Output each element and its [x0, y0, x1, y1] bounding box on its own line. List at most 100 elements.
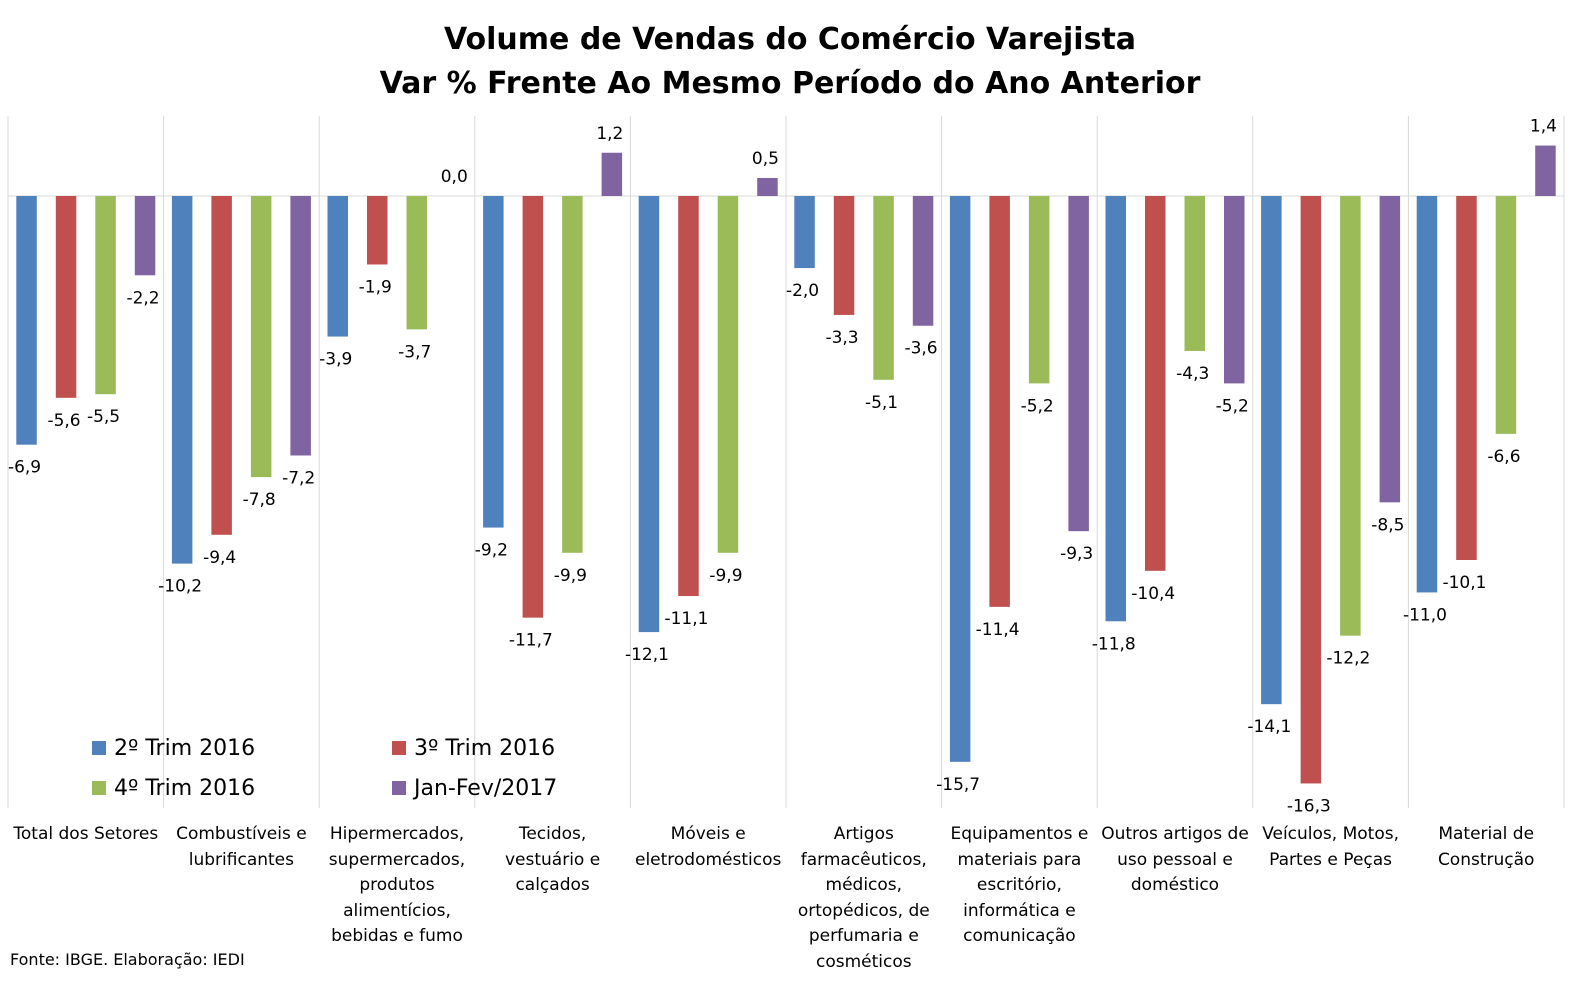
bar	[1105, 196, 1126, 622]
data-label: -2,0	[786, 281, 819, 301]
bar	[1379, 196, 1401, 503]
data-label: -11,7	[509, 631, 553, 651]
data-label: -12,2	[1326, 649, 1370, 669]
data-label: -9,9	[709, 566, 742, 586]
data-label: -11,1	[664, 609, 708, 629]
legend-label: 3º Trim 2016	[414, 735, 556, 761]
category-label: Veículos, Motos, Partes e Peças	[1262, 824, 1399, 870]
data-label: -4,3	[1176, 364, 1209, 384]
bar	[601, 152, 623, 196]
bar	[1028, 196, 1050, 384]
legend-swatch	[392, 781, 406, 795]
bar	[873, 196, 894, 380]
bar	[290, 196, 311, 456]
bar	[1340, 196, 1361, 636]
bar	[1145, 196, 1166, 571]
data-label: -11,8	[1092, 634, 1136, 654]
legend-item: 2º Trim 2016	[92, 733, 255, 763]
bar	[1495, 196, 1517, 434]
chart-subtitle: Var % Frente Ao Mesmo Período do Ano Ant…	[379, 66, 1201, 101]
data-label: -5,5	[87, 407, 120, 427]
category-label: Tecidos, vestuário e calçados	[504, 824, 601, 895]
bar	[562, 196, 583, 553]
bar	[367, 196, 388, 265]
data-label: -12,1	[625, 645, 669, 665]
data-label: -14,1	[1247, 717, 1291, 737]
chart-title: Volume de Vendas do Comércio Varejista	[443, 22, 1137, 57]
category-label: Hipermercados, supermercados, produtos a…	[328, 824, 466, 946]
bar	[1261, 196, 1282, 705]
bar	[1300, 196, 1322, 784]
category-label: Móveis e eletrodomésticos	[634, 824, 782, 870]
bar	[989, 196, 1010, 607]
data-label: -1,9	[359, 277, 392, 297]
data-label: -3,3	[825, 328, 858, 348]
bar	[95, 196, 116, 395]
data-label: -7,8	[243, 490, 276, 510]
legend-label: 4º Trim 2016	[114, 775, 256, 801]
bar	[1224, 196, 1245, 384]
category-label: Artigos farmacêuticos, médicos, ortopédi…	[797, 824, 930, 972]
bar	[483, 196, 504, 528]
data-label: 1,2	[596, 124, 623, 144]
category-label: Total dos Setores	[13, 824, 159, 844]
data-label: -2,2	[126, 288, 159, 308]
bar	[638, 196, 660, 633]
legend-item: 3º Trim 2016	[392, 733, 555, 763]
bar	[794, 196, 815, 269]
bar	[1535, 145, 1556, 196]
data-label: -16,3	[1287, 796, 1331, 816]
bar	[1456, 196, 1477, 561]
bar	[522, 196, 544, 618]
data-label: -5,6	[47, 411, 80, 431]
category-label: Outros artigos de uso pessoal e doméstic…	[1101, 824, 1249, 895]
bar	[833, 196, 855, 315]
bar	[134, 196, 156, 276]
bar	[406, 196, 427, 330]
bar	[16, 196, 37, 445]
data-label: -9,9	[554, 566, 587, 586]
legend-label: Jan-Fev/2017	[414, 775, 558, 801]
legend-swatch	[392, 741, 406, 755]
data-label: -9,2	[475, 541, 508, 561]
bar	[717, 196, 739, 553]
bar	[1068, 196, 1089, 532]
data-label: -9,4	[203, 548, 236, 568]
bar	[327, 196, 348, 337]
data-label: -10,1	[1442, 573, 1486, 593]
data-label: -3,6	[904, 339, 937, 359]
legend-item: Jan-Fev/2017	[392, 773, 557, 803]
bar	[1184, 196, 1205, 351]
data-label: -11,4	[976, 620, 1020, 640]
data-label: -8,5	[1371, 515, 1404, 535]
bar	[171, 196, 193, 564]
data-label: -10,2	[158, 577, 202, 597]
bar	[55, 196, 77, 398]
bar	[1416, 196, 1438, 593]
legend-swatch	[92, 781, 106, 795]
data-label: -3,9	[319, 350, 352, 370]
bar	[250, 196, 272, 478]
data-label: -6,9	[8, 458, 41, 478]
bar	[211, 196, 232, 535]
data-label: -5,2	[1021, 396, 1054, 416]
category-label: Combustíveis e lubrificantes	[176, 824, 307, 870]
legend-item: 4º Trim 2016	[92, 773, 255, 803]
bar	[949, 196, 971, 762]
data-label: -7,2	[282, 468, 315, 488]
data-label: -9,3	[1060, 544, 1093, 564]
data-label: -15,7	[936, 775, 980, 795]
legend-label: 2º Trim 2016	[114, 735, 256, 761]
data-label: -10,4	[1131, 584, 1175, 604]
legend-swatch	[92, 741, 106, 755]
data-label: -11,0	[1403, 605, 1447, 625]
bar	[757, 177, 778, 196]
bar	[912, 196, 934, 326]
data-label: 0,5	[752, 149, 779, 169]
data-label: -6,6	[1487, 447, 1520, 467]
data-label: 0,0	[441, 167, 468, 187]
data-label: -5,2	[1216, 396, 1249, 416]
category-label: Material de Construção	[1437, 824, 1535, 870]
data-label: -5,1	[865, 393, 898, 413]
